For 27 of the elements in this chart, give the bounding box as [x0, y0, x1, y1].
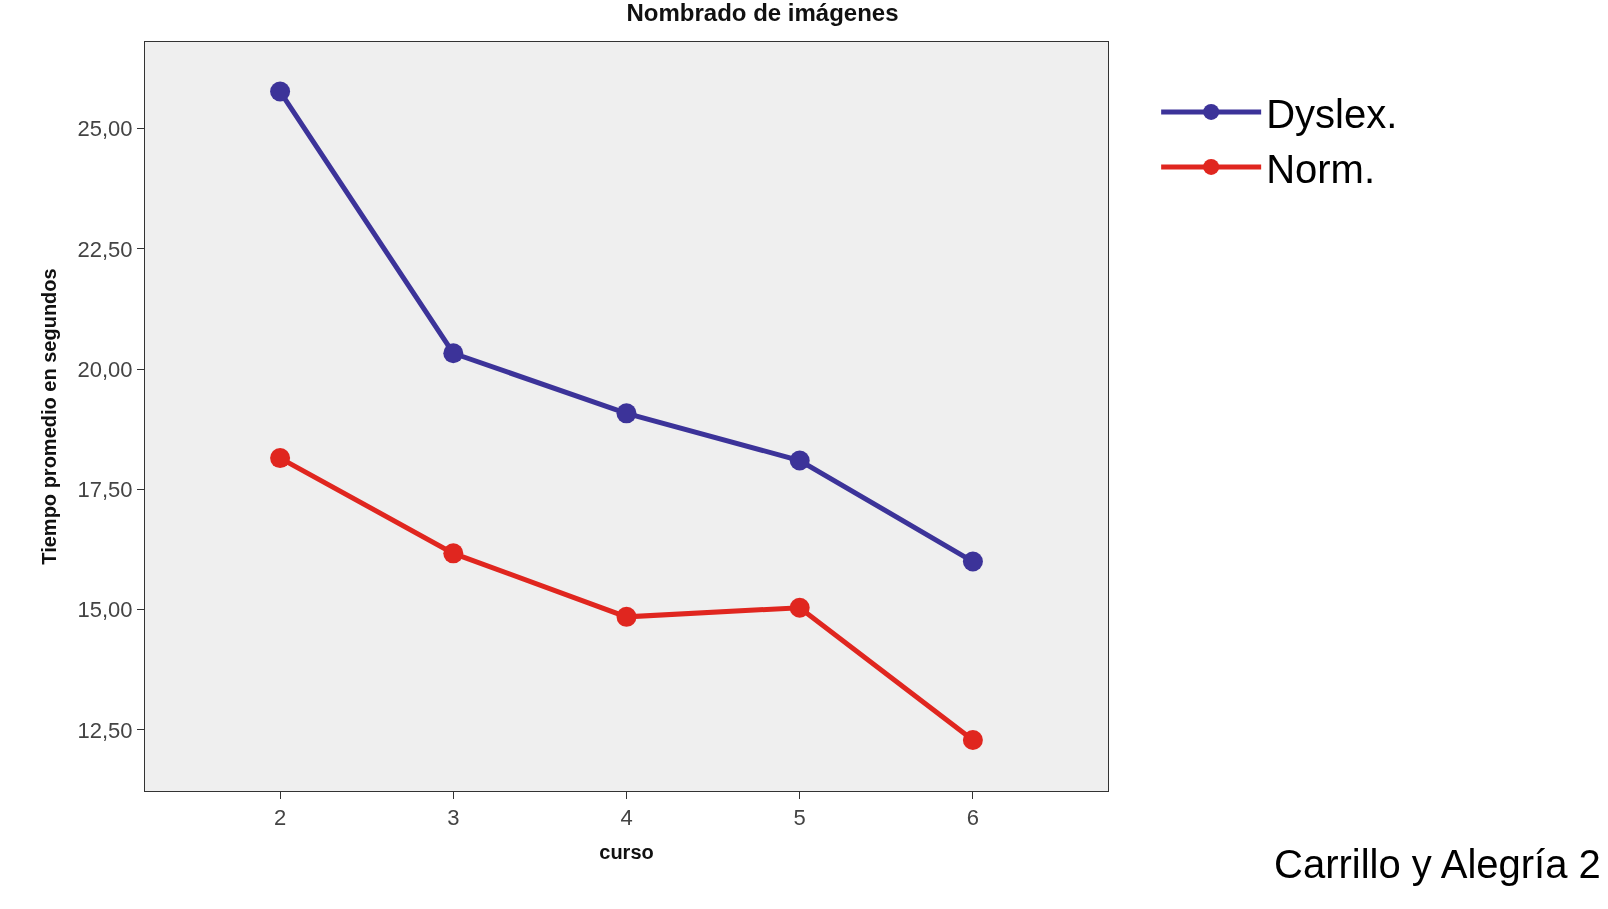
point [443, 343, 464, 364]
x-tick-label: 5 [793, 805, 806, 831]
point [789, 450, 810, 471]
x-axis-title: curso [599, 840, 654, 863]
point [962, 551, 983, 572]
y-tick-label: 12,50 [77, 717, 133, 743]
x-tick-label: 6 [966, 805, 980, 831]
y-tick-label: 25,00 [77, 116, 133, 142]
x-tick-label: 4 [620, 805, 633, 831]
text: Carrillo y Alegría 2 [1274, 842, 1601, 886]
point [270, 448, 291, 469]
y-tick-label: 17,50 [77, 477, 133, 503]
y-tick-label: 20,00 [77, 356, 133, 382]
legend-label: Dyslex. [1266, 91, 1398, 136]
point [270, 81, 291, 102]
y-tick-label: 15,00 [77, 597, 133, 623]
legend-label: Norm. [1266, 146, 1376, 191]
y-tick-label: 22,50 [77, 236, 133, 262]
point [616, 606, 637, 627]
y-axis-title: Tiempo promedio en segundos [38, 268, 61, 565]
point [962, 730, 983, 750]
point [616, 403, 637, 424]
x-tick-label: 3 [447, 805, 460, 831]
point [789, 597, 810, 618]
point [443, 543, 464, 564]
chart-title: Nombrado de imágenes [626, 0, 899, 27]
x-tick-label: 2 [273, 805, 287, 831]
